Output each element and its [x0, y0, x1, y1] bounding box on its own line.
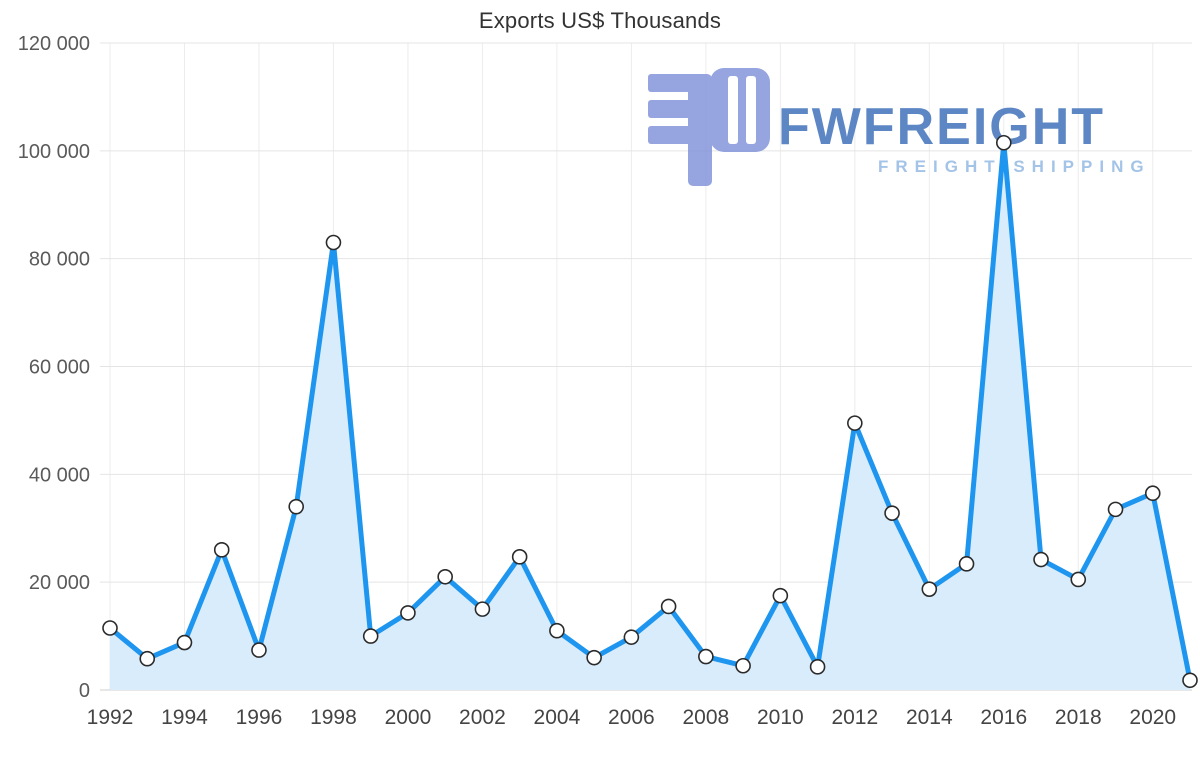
data-point-marker — [437, 568, 453, 585]
data-point-marker — [1144, 485, 1161, 502]
x-tick-label: 2002 — [459, 706, 506, 729]
data-point-marker — [325, 234, 342, 251]
fwfreight-logo-icon — [648, 68, 770, 186]
data-point-marker — [1033, 551, 1049, 568]
x-tick-label: 2008 — [683, 706, 730, 729]
logo-notch — [728, 76, 738, 144]
data-point-marker — [251, 642, 267, 658]
logo-notch — [746, 76, 756, 144]
data-point-marker — [735, 657, 751, 674]
data-point-marker — [474, 601, 491, 617]
watermark-brand: FWFREIGHT — [778, 98, 1105, 156]
x-tick-label: 2020 — [1129, 706, 1176, 729]
data-point-marker — [1070, 571, 1087, 588]
y-tick-label: 0 — [79, 680, 90, 702]
data-point-marker — [698, 648, 714, 665]
x-tick-label: 2000 — [385, 706, 432, 729]
data-point-marker — [213, 542, 230, 558]
x-tick-label: 2014 — [906, 706, 953, 729]
data-point-marker — [102, 620, 118, 636]
data-point-marker — [847, 415, 863, 431]
x-tick-label: 1996 — [236, 706, 283, 729]
data-point-marker — [660, 598, 677, 615]
data-point-marker — [623, 629, 640, 645]
x-tick-label: 2012 — [831, 706, 878, 729]
x-tick-label: 2006 — [608, 706, 655, 729]
x-tick-label: 1992 — [87, 706, 134, 729]
data-point-marker — [288, 498, 305, 515]
data-point-marker — [511, 549, 528, 565]
data-point-marker — [772, 587, 789, 604]
data-point-marker — [586, 649, 602, 666]
x-tick-label: 1994 — [161, 706, 208, 729]
data-point-marker — [139, 650, 156, 667]
data-line — [107, 140, 1193, 683]
data-point-marker — [995, 134, 1012, 151]
logo-stem — [688, 74, 712, 186]
chart-title: Exports US$ Thousands — [478, 8, 722, 33]
logo-block — [710, 68, 770, 152]
x-tick-label: 2010 — [757, 706, 804, 729]
data-point-marker — [362, 628, 379, 644]
data-point-marker — [176, 634, 193, 651]
x-tick-label: 2018 — [1055, 706, 1102, 729]
area-fill — [110, 142, 1190, 690]
data-point-marker — [958, 556, 975, 572]
data-point-marker — [1107, 501, 1124, 518]
y-tick-label: 80 000 — [29, 249, 90, 271]
data-point-marker — [400, 605, 416, 621]
watermark-tagline: FREIGHT SHIPPING — [878, 157, 1151, 176]
y-tick-label: 40 000 — [29, 464, 90, 486]
x-tick-label: 2016 — [980, 706, 1027, 729]
data-point-marker — [1182, 672, 1198, 689]
y-tick-label: 120 000 — [18, 33, 90, 55]
x-tick-label: 2004 — [534, 706, 581, 729]
y-tick-label: 100 000 — [18, 141, 90, 163]
data-point-marker — [921, 581, 938, 597]
x-tick-label: 1998 — [310, 706, 357, 729]
y-tick-label: 20 000 — [29, 572, 90, 594]
data-point-marker — [884, 505, 900, 521]
data-point-marker — [809, 659, 826, 675]
data-point-marker — [549, 622, 565, 639]
y-tick-label: 60 000 — [29, 357, 90, 379]
